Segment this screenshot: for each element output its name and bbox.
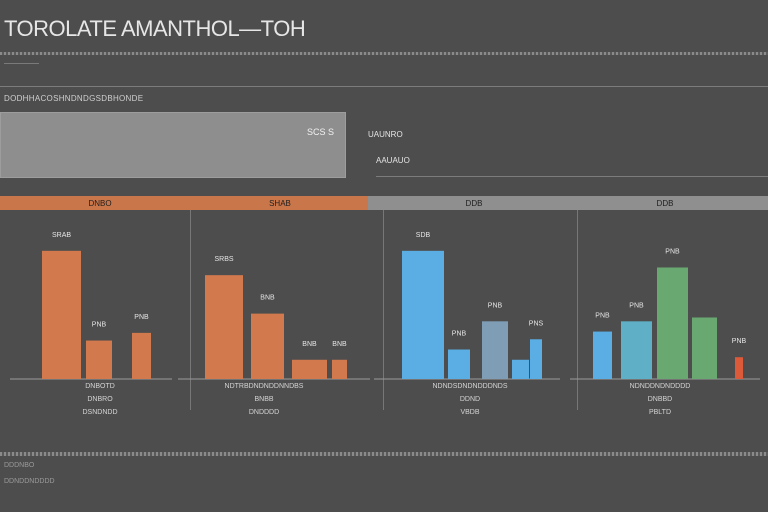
chart-3-bar-2 [448,349,470,379]
footnote-1: DDDNBO [4,462,35,469]
chart-3-axis-label-2: DDND [460,396,480,403]
chart-3-bar-4 [512,359,529,379]
panel-divider-3 [577,210,578,410]
chart-header-4: DDB [656,199,674,208]
stat-label-1: UAUNRO [368,130,403,139]
chart-1-axis-label-3: DSNDNDD [83,409,118,416]
chart-2-axis-label-1: NDTRBDNDNDDNNDBS [225,383,304,390]
chart-3-data-label-5: PNS [529,320,544,327]
chart-1-bar-2 [86,340,112,379]
chart-1-bar-1 [42,250,81,379]
chart-2-axis-label-2: BNBB [254,396,273,403]
page-title: TOROLATE AMANTHOL—TOH [4,16,306,41]
chart-3-data-label-1: SDB [416,232,431,239]
chart-1-bar-3 [132,332,151,379]
chart-4-bar-5 [735,357,743,379]
chart-4-axis-label-2: DNBBD [648,396,673,403]
chart-2-data-label-2: BNB [260,295,275,302]
chart-4-axis-label-3: PBLTD [649,409,671,416]
chart-3-axis-label-3: VBDB [460,409,479,416]
section-divider [0,86,768,87]
stat-label-2: AAUAUO [376,156,410,165]
chart-2-data-label-4: BNB [332,341,347,348]
chart-4-data-label-5: PNB [732,338,747,345]
panel-divider-2 [383,210,384,410]
chart-2-bar-4 [332,359,347,379]
chart-1-data-label-3: PNB [134,314,149,321]
chart-4-bar-1 [593,331,612,379]
chart-2-bar-1 [205,275,243,379]
chart-1-axis-label-2: DNBRO [87,396,113,403]
chart-2-data-label-1: SRBS [214,256,233,263]
subtitle: ————— [4,60,39,67]
chart-1-data-label-2: PNB [92,322,107,329]
chart-4-bar-4 [692,317,717,379]
chart-header-2: SHAB [269,199,291,208]
chart-4-bar-2 [621,321,652,379]
chart-3-bar-1 [402,250,444,379]
chart-2-data-label-3: BNB [302,341,317,348]
chart-header-1: DNBO [88,199,112,208]
chart-4-axis-label-1: NDNDDNDNDDDD [630,383,691,390]
chart-3-bar-5 [530,339,542,379]
chart-3-bar-3 [482,321,508,379]
section-label: DODHHACOSHNDNDGSDBHONDE [4,94,144,103]
footer-divider [0,452,768,456]
summary-value: SCS S [306,127,334,137]
chart-3-data-label-2: PNB [452,331,467,338]
summary-panel: SCS S [0,112,346,178]
chart-2-bar-2 [251,313,284,379]
footnote-2: DDNDDNDDDD [4,478,55,485]
chart-4-data-label-2: PNB [629,302,644,309]
chart-1-data-label-1: SRAB [52,232,71,239]
stats-divider [376,176,768,177]
chart-2-bar-3 [292,359,327,379]
chart-4-data-label-1: PNB [595,313,610,320]
chart-1-axis-label-1: DNBOTD [85,383,115,390]
chart-3-axis-label-1: NDNDSDNDNDDDNDS [432,383,507,390]
chart-4-data-label-3: PNB [665,248,680,255]
panel-divider-1 [190,210,191,410]
header-bar-gray [368,196,768,210]
chart-3-data-label-3: PNB [488,302,503,309]
header-bar-orange [0,196,368,210]
chart-header-3: DDB [465,199,483,208]
chart-2-axis-label-3: DNDDDD [249,409,279,416]
title-divider [0,52,768,55]
chart-4-bar-3 [657,267,688,379]
